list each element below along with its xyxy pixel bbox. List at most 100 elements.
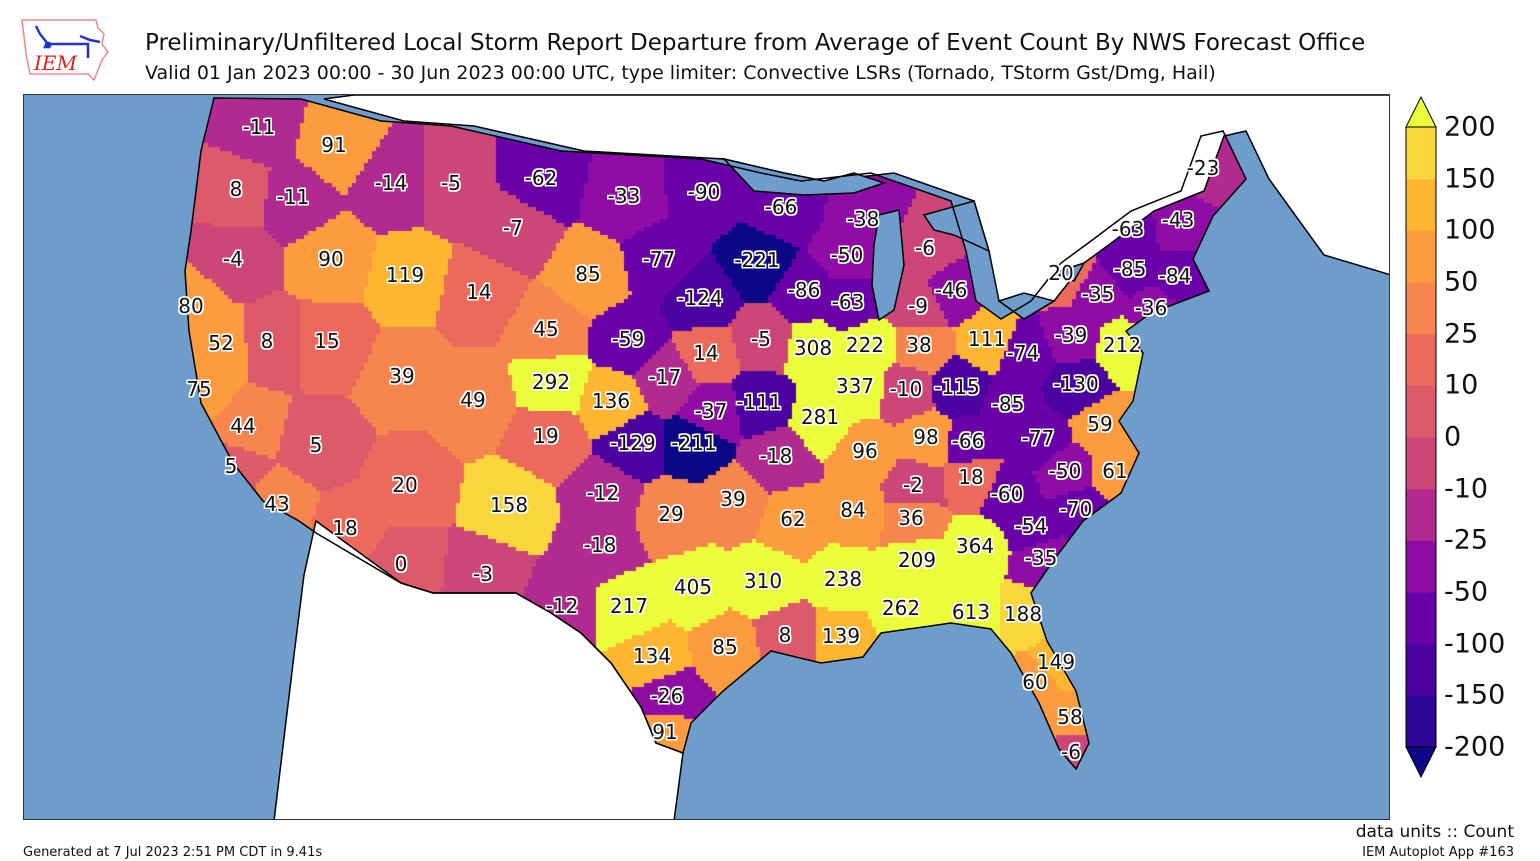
office-value-label: 310 — [743, 569, 783, 593]
colorbar-extend-max — [1405, 95, 1437, 128]
office-value-label: -9 — [908, 294, 928, 318]
office-value-label: -2 — [903, 473, 923, 497]
office-value-label: 96 — [852, 439, 878, 463]
office-value-label: -35 — [1024, 546, 1058, 570]
office-value-label: -4 — [223, 247, 243, 271]
office-value-label: -74 — [1006, 341, 1040, 365]
office-value-label: -6 — [1061, 740, 1081, 764]
colorbar: 200 150 100 50 25 10 0 -10 -25 -50 -100 -150 -200 — [1400, 92, 1540, 782]
office-value-label: 8 — [260, 329, 274, 353]
office-value-label: 405 — [673, 575, 713, 599]
colorbar-bin — [1406, 695, 1436, 748]
office-value-label: -85 — [991, 392, 1025, 416]
office-value-label: -54 — [1014, 514, 1048, 538]
office-value-label: 52 — [208, 331, 234, 355]
great-lake — [1051, 261, 1086, 282]
data-units-label: data units :: Count — [1355, 822, 1514, 842]
colorbar-bin — [1406, 643, 1436, 696]
office-value-label: 337 — [835, 374, 875, 398]
office-value-label: -18 — [583, 533, 617, 557]
office-value-label: 36 — [898, 506, 924, 530]
office-value-label: -60 — [990, 482, 1024, 506]
colorbar-bin — [1406, 592, 1436, 645]
office-value-label: 119 — [385, 263, 425, 287]
office-value-label: -84 — [1158, 264, 1192, 288]
office-value-label: 18 — [958, 465, 984, 489]
office-value-label: -12 — [545, 594, 579, 618]
logo-text: IEM — [33, 51, 78, 75]
colorbar-bin — [1406, 230, 1436, 283]
office-value-label: -26 — [650, 684, 684, 708]
office-value-label: 158 — [489, 493, 529, 517]
office-value-label: 59 — [1087, 412, 1113, 436]
colorbar-bin — [1406, 333, 1436, 386]
office-value-label: -129 — [610, 431, 656, 455]
office-value-label: 212 — [1102, 333, 1142, 357]
great-lake — [871, 209, 905, 322]
office-value-label: 85 — [712, 635, 738, 659]
office-value-label: -50 — [830, 243, 864, 267]
office-value-label: 84 — [840, 498, 866, 522]
office-value-label: -221 — [734, 248, 780, 272]
office-value-label: -14 — [374, 171, 408, 195]
office-value-label: 149 — [1036, 650, 1076, 674]
office-value-label: -43 — [1161, 208, 1195, 232]
office-value-label: 19 — [533, 424, 559, 448]
office-value-label: 134 — [632, 644, 672, 668]
office-value-label: -3 — [473, 562, 493, 586]
office-value-label: -18 — [759, 444, 793, 468]
office-value-label: -11 — [276, 185, 310, 209]
great-lake — [721, 157, 887, 196]
colorbar-tick-label: -10 — [1444, 473, 1489, 505]
office-value-label: -6 — [915, 236, 935, 260]
office-value-label: 222 — [845, 333, 885, 357]
office-departure-fill — [24, 95, 1389, 819]
colorbar-tick-label: 150 — [1444, 163, 1496, 195]
generated-timestamp: Generated at 7 Jul 2023 2:51 PM CDT in 9… — [23, 845, 323, 860]
colorbar-scale — [1405, 95, 1437, 779]
map-outlines — [184, 95, 1389, 819]
office-value-label: -111 — [736, 390, 782, 414]
office-value-label: 61 — [1102, 459, 1128, 483]
office-value-label: 111 — [967, 327, 1007, 351]
office-value-label: -85 — [1113, 257, 1147, 281]
office-value-label: 18 — [332, 516, 358, 540]
office-value-label: 238 — [823, 567, 863, 591]
office-value-label: -10 — [889, 377, 923, 401]
office-value-label: -77 — [1021, 426, 1055, 450]
office-value-label: 14 — [466, 280, 492, 304]
colorbar-bin — [1406, 437, 1436, 490]
colorbar-tick-label: 10 — [1444, 369, 1479, 401]
office-value-label: 62 — [780, 507, 806, 531]
office-value-label: 85 — [575, 262, 601, 286]
office-value-label: -7 — [503, 216, 523, 240]
map-subtitle: Valid 01 Jan 2023 00:00 - 30 Jun 2023 00… — [145, 62, 1216, 84]
office-value-label: 139 — [821, 624, 861, 648]
office-value-label: -70 — [1059, 497, 1093, 521]
office-value-label: -86 — [787, 278, 821, 302]
office-value-label: 364 — [955, 534, 995, 558]
office-value-label: 8 — [229, 177, 243, 201]
colorbar-tick-label: -100 — [1444, 628, 1506, 660]
office-value-label: 39 — [720, 487, 746, 511]
office-value-label: 80 — [178, 294, 204, 318]
office-value-label: 29 — [658, 502, 684, 526]
colorbar-tick-label: 0 — [1444, 421, 1462, 453]
colorbar-bin — [1406, 540, 1436, 593]
colorbar-tick-label: 200 — [1444, 111, 1496, 143]
office-value-label: -124 — [677, 286, 723, 310]
office-value-label: 98 — [913, 425, 939, 449]
office-value-label: 45 — [533, 317, 559, 341]
office-value-label: -5 — [751, 327, 771, 351]
office-value-label: -211 — [671, 431, 717, 455]
office-value-label: 209 — [897, 548, 937, 572]
colorbar-tick-label: -200 — [1444, 731, 1506, 763]
office-value-label: 613 — [951, 600, 991, 624]
office-value-label: 20 — [1048, 261, 1074, 285]
office-value-label: -5 — [441, 171, 461, 195]
map-title: Preliminary/Unfiltered Local Storm Repor… — [145, 30, 1366, 56]
office-value-label: -33 — [607, 184, 641, 208]
office-value-label: -39 — [1054, 323, 1088, 347]
office-value-label: 91 — [652, 720, 678, 744]
colorbar-tick-label: 50 — [1444, 266, 1479, 298]
